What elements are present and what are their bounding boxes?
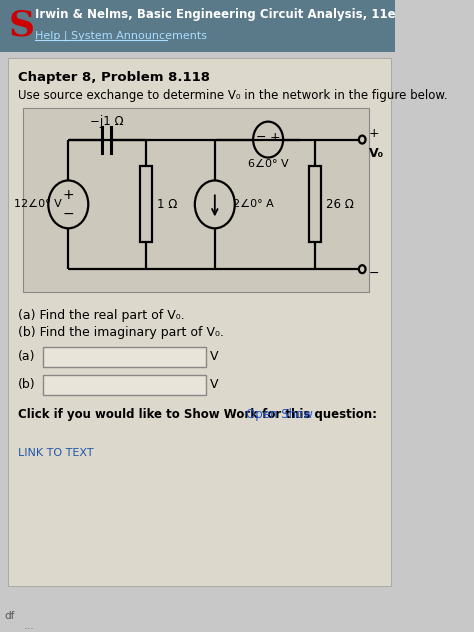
Text: +: + xyxy=(269,131,280,144)
Text: −: − xyxy=(369,267,379,280)
Text: df: df xyxy=(4,611,15,621)
Text: 2∠0° A: 2∠0° A xyxy=(233,199,274,209)
Bar xyxy=(43,375,206,395)
Text: V: V xyxy=(210,350,219,363)
Text: V₀: V₀ xyxy=(369,147,384,160)
Text: (a) Find the real part of V₀.: (a) Find the real part of V₀. xyxy=(18,308,185,322)
Text: +: + xyxy=(63,188,74,202)
Circle shape xyxy=(359,136,365,143)
Text: −j1 Ω: −j1 Ω xyxy=(90,115,123,128)
Text: S: S xyxy=(9,9,34,43)
Text: Chapter 8, Problem 8.118: Chapter 8, Problem 8.118 xyxy=(18,71,210,84)
Text: 1 Ω: 1 Ω xyxy=(157,198,178,211)
Text: LINK TO TEXT: LINK TO TEXT xyxy=(18,447,94,458)
Text: Irwin & Nelms, Basic Engineering Circuit Analysis, 11e: Irwin & Nelms, Basic Engineering Circuit… xyxy=(35,8,396,21)
Text: −: − xyxy=(256,131,267,144)
Circle shape xyxy=(359,265,365,273)
Text: 6∠0° V: 6∠0° V xyxy=(248,159,288,169)
FancyBboxPatch shape xyxy=(23,107,369,292)
Text: (a): (a) xyxy=(18,350,36,363)
Text: Click if you would like to Show Work for this question:: Click if you would like to Show Work for… xyxy=(18,408,377,422)
Bar xyxy=(309,166,320,242)
Text: (b) Find the imaginary part of V₀.: (b) Find the imaginary part of V₀. xyxy=(18,327,224,339)
Text: (b): (b) xyxy=(18,379,36,391)
Bar xyxy=(140,166,152,242)
Text: ...: ... xyxy=(23,621,34,631)
Text: Use source exchange to determine V₀ in the network in the figure below.: Use source exchange to determine V₀ in t… xyxy=(18,89,448,102)
Text: +: + xyxy=(369,127,380,140)
Text: 26 Ω: 26 Ω xyxy=(327,198,354,211)
Text: V: V xyxy=(210,379,219,391)
FancyBboxPatch shape xyxy=(0,0,395,52)
Text: 12∠0° V: 12∠0° V xyxy=(14,199,62,209)
Text: −: − xyxy=(63,207,74,221)
FancyBboxPatch shape xyxy=(9,58,392,586)
Text: Help | System Announcements: Help | System Announcements xyxy=(35,30,207,41)
Bar xyxy=(43,347,206,367)
Text: Open Show: Open Show xyxy=(246,408,312,422)
